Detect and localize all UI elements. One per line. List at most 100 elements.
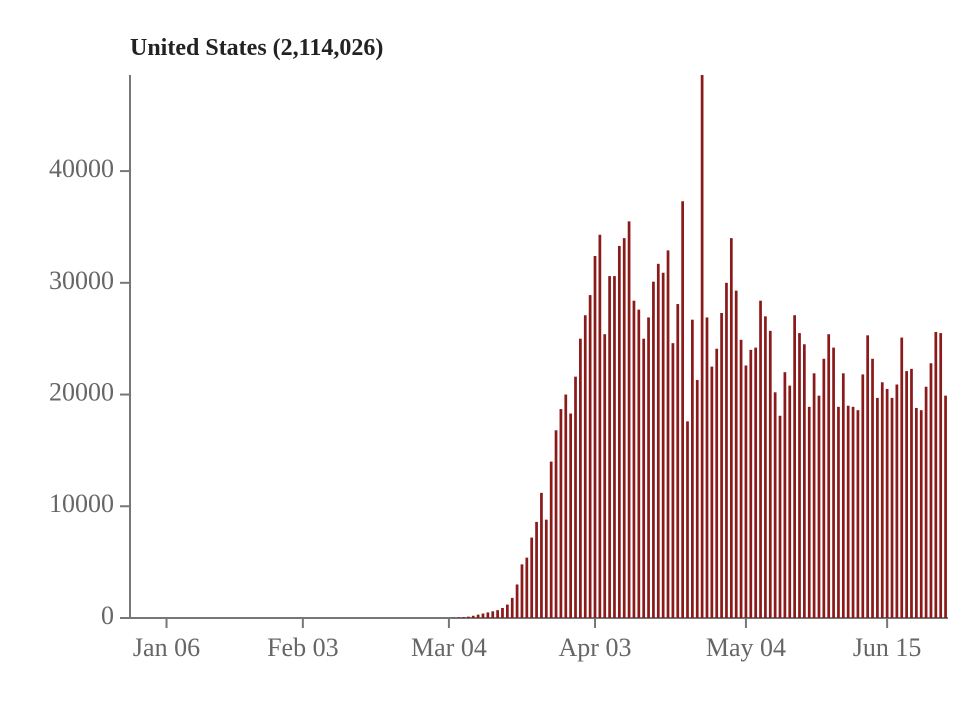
bar: [793, 315, 796, 618]
bar: [934, 331, 938, 618]
x-tick-label: Feb 03: [267, 633, 339, 662]
bar: [593, 256, 597, 618]
x-tick-label: May 04: [706, 633, 786, 662]
bar: [778, 415, 782, 618]
bar: [866, 335, 870, 618]
bar: [579, 338, 582, 618]
bar: [603, 334, 607, 618]
bar: [583, 315, 587, 618]
bar: [686, 421, 689, 618]
bar: [617, 245, 621, 618]
bar: [812, 373, 816, 618]
bar: [880, 382, 884, 618]
bar: [924, 386, 928, 618]
bar: [885, 388, 889, 618]
bar: [944, 395, 947, 618]
bar: [798, 333, 801, 618]
bar: [574, 376, 577, 618]
bar: [666, 250, 670, 618]
bar: [564, 394, 568, 618]
bar: [525, 557, 529, 618]
y-tick-label: 10000: [49, 489, 114, 518]
bar: [656, 263, 660, 618]
bar: [802, 344, 806, 618]
bar: [632, 300, 636, 618]
bar: [481, 613, 485, 618]
bar: [739, 339, 743, 618]
bar: [598, 234, 602, 618]
bar: [822, 358, 826, 618]
bar: [895, 384, 899, 618]
bar: [530, 537, 534, 618]
bar: [676, 304, 680, 618]
bar: [759, 300, 762, 618]
bar: [554, 430, 558, 618]
bar: [910, 368, 913, 618]
bar: [462, 617, 465, 618]
bar: [681, 201, 685, 618]
bar: [720, 312, 723, 618]
bar: [700, 75, 704, 618]
bar: [457, 617, 461, 618]
bar: [768, 330, 772, 618]
bar: [559, 409, 563, 618]
bar: [939, 333, 943, 618]
bar: [520, 564, 524, 618]
bar: [569, 413, 573, 618]
bar: [544, 519, 548, 618]
bar: [588, 295, 592, 618]
bar: [744, 365, 748, 618]
bar: [807, 406, 811, 618]
bar: [501, 607, 504, 618]
bar: [642, 338, 646, 618]
bar: [856, 410, 860, 618]
bar: [929, 363, 933, 618]
x-tick-label: Mar 04: [411, 633, 487, 662]
y-tick-label: 30000: [49, 266, 114, 295]
bar: [841, 373, 845, 618]
y-tick-label: 0: [101, 601, 114, 630]
x-tick-label: Apr 03: [559, 633, 632, 662]
bar: [471, 615, 475, 618]
bar: [754, 347, 758, 618]
bar: [851, 406, 855, 618]
bar: [540, 492, 543, 618]
x-tick-label: Jun 15: [853, 633, 922, 662]
bar: [871, 358, 874, 618]
bar: [817, 395, 821, 618]
bar: [510, 597, 514, 618]
bar: [491, 611, 495, 618]
bar: [846, 405, 850, 618]
bar: [613, 276, 616, 618]
x-tick-label: Jan 06: [133, 633, 200, 662]
bar: [861, 374, 865, 618]
bar: [549, 461, 553, 618]
bar: [788, 385, 792, 618]
bar: [764, 316, 767, 618]
bar: [705, 317, 709, 618]
bar: [671, 343, 675, 618]
bar: [827, 334, 831, 618]
bar: [505, 604, 509, 618]
bar: [905, 371, 908, 618]
bar: [876, 397, 879, 618]
bar: [661, 272, 665, 618]
bar: [515, 584, 519, 618]
bar: [486, 612, 490, 618]
bar: [622, 238, 626, 618]
bar: [647, 317, 650, 618]
bar: [900, 337, 904, 618]
y-tick-label: 20000: [49, 378, 114, 407]
bar: [695, 380, 699, 618]
bar: [627, 221, 631, 618]
bar: [691, 319, 694, 618]
bar: [837, 406, 840, 618]
chart-title: United States (2,114,026): [130, 35, 383, 61]
bar: [729, 238, 733, 618]
bar: [725, 282, 728, 618]
y-tick-label: 40000: [49, 154, 114, 183]
bar: [919, 410, 923, 618]
bar: [890, 397, 894, 618]
bar: [608, 276, 611, 618]
